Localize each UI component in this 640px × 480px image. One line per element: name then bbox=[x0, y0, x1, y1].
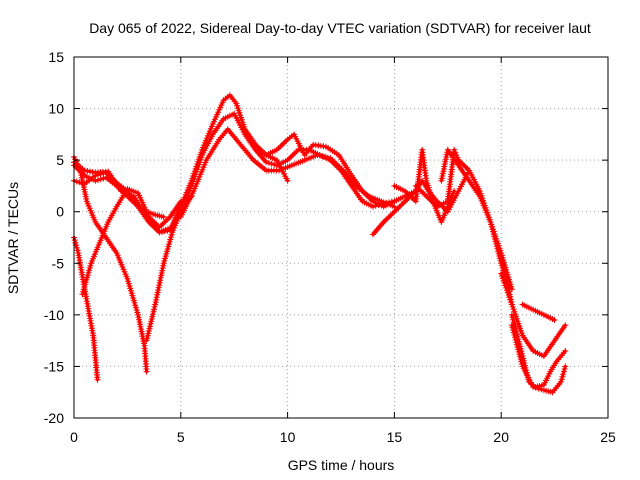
x-axis-label: GPS time / hours bbox=[288, 457, 395, 473]
y-tick-label-0: -20 bbox=[44, 410, 64, 426]
data-layer bbox=[71, 92, 569, 396]
series-track-11 bbox=[252, 146, 291, 184]
plot-frame bbox=[73, 56, 609, 419]
y-axis-label: SDTVAR / TECUs bbox=[5, 182, 21, 294]
x-tick-label-1: 5 bbox=[177, 429, 185, 445]
series-markers-track-19 bbox=[519, 301, 558, 323]
y-tick-label-4: 0 bbox=[56, 204, 64, 220]
y-tick-label-7: 15 bbox=[48, 49, 64, 65]
y-tick-label-1: -15 bbox=[44, 358, 64, 374]
x-tick-label-5: 25 bbox=[600, 429, 616, 445]
series-markers-track-16 bbox=[498, 270, 569, 360]
series-markers-track-11 bbox=[252, 146, 291, 184]
series-markers-track-18 bbox=[508, 322, 569, 396]
series-track-15 bbox=[438, 146, 515, 293]
x-tick-label-4: 20 bbox=[493, 429, 509, 445]
x-tick-label-0: 0 bbox=[70, 429, 78, 445]
y-tick-label-5: 5 bbox=[56, 152, 64, 168]
series-track-13 bbox=[391, 146, 458, 225]
series-track-16 bbox=[498, 270, 569, 360]
series-track-18 bbox=[508, 322, 569, 396]
y-tick-label-6: 10 bbox=[48, 101, 64, 117]
y-tick-label-2: -10 bbox=[44, 307, 64, 323]
chart-title: Day 065 of 2022, Sidereal Day-to-day VTE… bbox=[89, 20, 591, 36]
series-track-3 bbox=[79, 186, 167, 298]
x-tick-label-2: 10 bbox=[280, 429, 296, 445]
axes: 0 5 10 15 20 25 -20 -15 -10 -5 0 5 10 15 bbox=[44, 49, 616, 445]
series-track-19 bbox=[519, 301, 558, 323]
series-markers-track-15 bbox=[438, 146, 515, 293]
y-tick-label-3: -5 bbox=[52, 255, 65, 271]
x-tick-label-3: 15 bbox=[387, 429, 403, 445]
